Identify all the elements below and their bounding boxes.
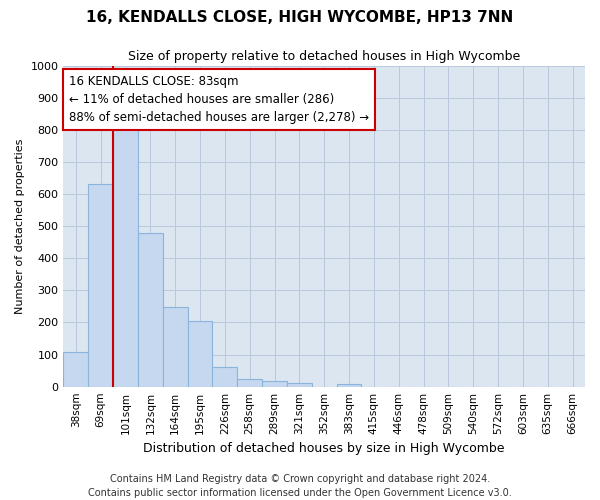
Bar bbox=[64, 352, 88, 386]
X-axis label: Distribution of detached houses by size in High Wycombe: Distribution of detached houses by size … bbox=[143, 442, 505, 455]
Title: Size of property relative to detached houses in High Wycombe: Size of property relative to detached ho… bbox=[128, 50, 520, 63]
Bar bbox=[188, 321, 212, 386]
Bar bbox=[138, 233, 163, 386]
Bar bbox=[287, 383, 312, 386]
Y-axis label: Number of detached properties: Number of detached properties bbox=[15, 138, 25, 314]
Bar bbox=[212, 368, 237, 386]
Text: 16 KENDALLS CLOSE: 83sqm
← 11% of detached houses are smaller (286)
88% of semi-: 16 KENDALLS CLOSE: 83sqm ← 11% of detach… bbox=[68, 75, 369, 124]
Bar bbox=[163, 307, 188, 386]
Text: Contains HM Land Registry data © Crown copyright and database right 2024.
Contai: Contains HM Land Registry data © Crown c… bbox=[88, 474, 512, 498]
Bar bbox=[88, 184, 113, 386]
Bar bbox=[113, 128, 138, 386]
Bar bbox=[262, 381, 287, 386]
Text: 16, KENDALLS CLOSE, HIGH WYCOMBE, HP13 7NN: 16, KENDALLS CLOSE, HIGH WYCOMBE, HP13 7… bbox=[86, 10, 514, 25]
Bar bbox=[237, 378, 262, 386]
Bar bbox=[337, 384, 361, 386]
